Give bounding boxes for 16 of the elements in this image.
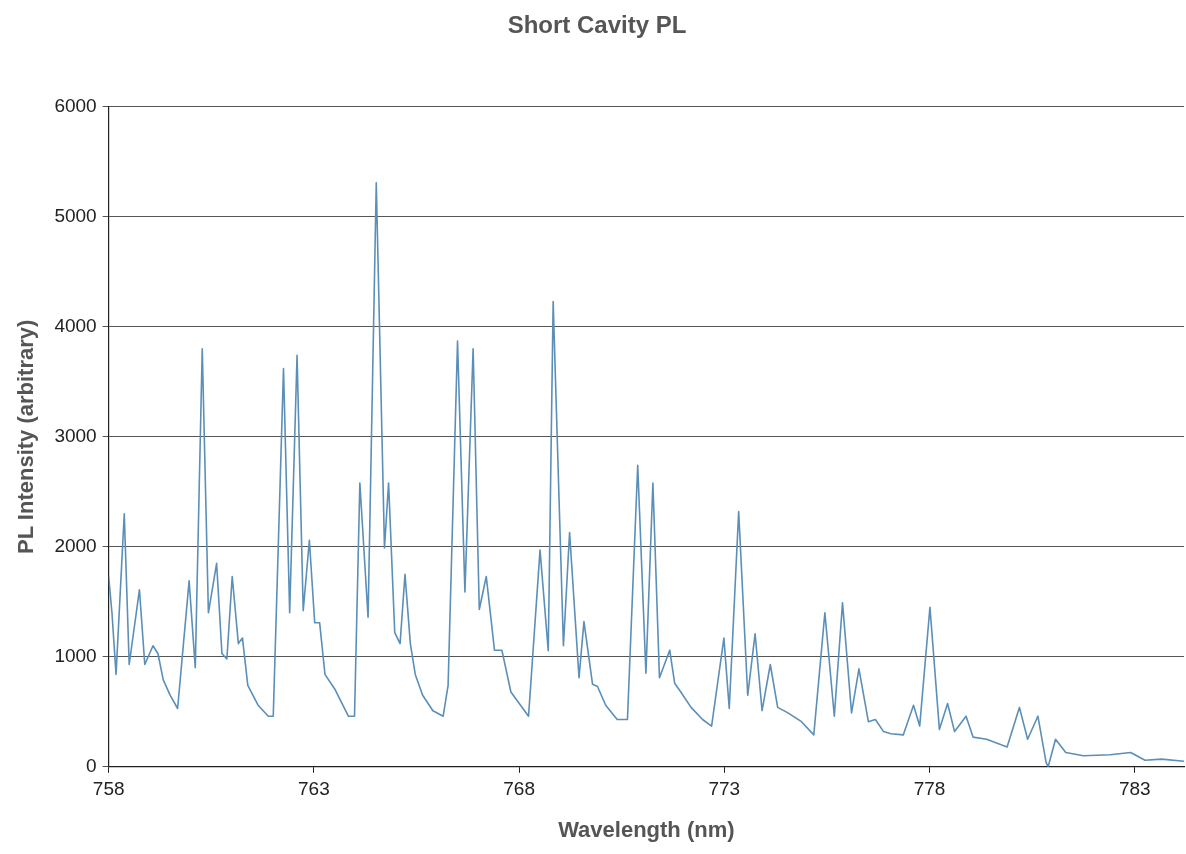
- y-tick-label: 3000: [54, 425, 97, 447]
- y-tick-label: 4000: [54, 315, 97, 337]
- y-tick-label: 5000: [54, 205, 97, 227]
- y-axis-title: PL Intensity (arbitrary): [13, 319, 39, 554]
- x-tick-label: 758: [92, 778, 125, 800]
- y-tick-label: 0: [86, 755, 97, 777]
- y-tick-label: 1000: [54, 645, 97, 667]
- chart-title: Short Cavity PL: [507, 11, 687, 39]
- y-tick-label: 6000: [54, 95, 97, 117]
- x-tick-label: 763: [298, 778, 330, 800]
- x-tick-label: 778: [913, 778, 946, 800]
- x-tick-label: 783: [1118, 778, 1151, 800]
- x-axis-title: Wavelength (nm): [558, 816, 735, 842]
- y-tick-label: 2000: [54, 535, 97, 557]
- x-tick-label: 768: [503, 778, 535, 800]
- x-tick-label: 773: [708, 778, 741, 800]
